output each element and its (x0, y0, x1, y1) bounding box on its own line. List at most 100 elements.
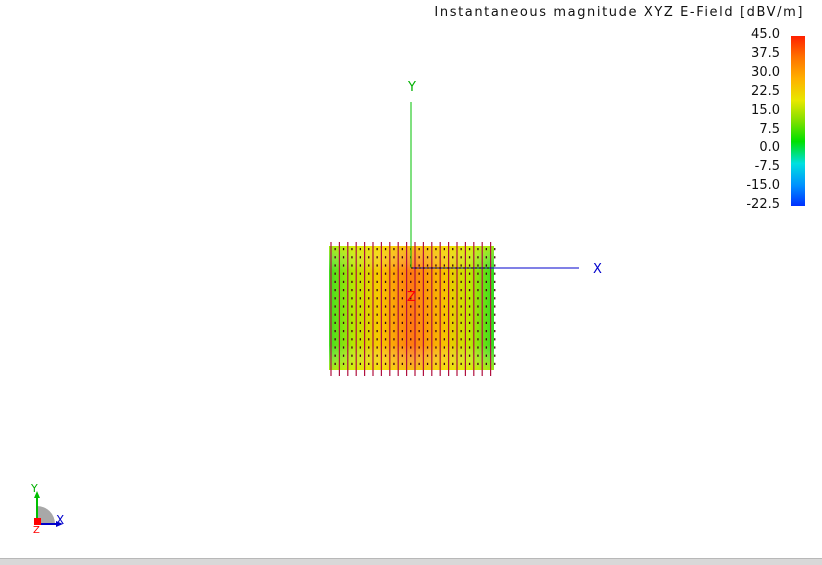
field-vector-dot (393, 313, 395, 316)
bottom-scrollbar[interactable] (0, 558, 822, 565)
field-vector-dot (384, 280, 387, 283)
field-vector-dot (410, 354, 412, 357)
field-vector-dot (384, 248, 387, 251)
field-vector-dot (426, 289, 429, 292)
orientation-triad[interactable]: Y X Z (30, 482, 64, 536)
field-vector-dot (359, 272, 361, 275)
field-vector-dot (477, 338, 479, 341)
field-vector-dot (494, 338, 496, 341)
field-vector-dot (468, 256, 471, 259)
field-vector-dot (351, 305, 353, 308)
field-vector-dot (351, 264, 353, 267)
field-vector-dot (477, 289, 479, 292)
field-vector-dot (334, 354, 336, 357)
legend-tick: -15.0 (746, 178, 780, 194)
field-vector-dot (384, 256, 387, 259)
field-vector-dot (485, 248, 487, 251)
field-vector-dot (368, 321, 370, 324)
field-vector-dot (334, 248, 336, 251)
field-vector-dot (351, 346, 353, 349)
field-vector-dot (452, 280, 454, 283)
field-vector-dot (384, 297, 387, 300)
field-vector-dot (368, 280, 370, 283)
field-vector-dot (393, 272, 395, 275)
field-vector-dot (368, 330, 370, 333)
field-vector-dot (452, 305, 454, 308)
field-vector-dot (342, 289, 345, 292)
field-vector-dot (401, 338, 403, 341)
field-vector-dot (468, 354, 471, 357)
field-vector-dot (460, 248, 462, 251)
field-vector-dot (351, 297, 353, 300)
field-vector-dot (359, 354, 361, 357)
field-vector-dot (342, 297, 345, 300)
field-vector-dot (435, 289, 437, 292)
field-vector-dot (401, 330, 403, 333)
field-vector-dot (435, 330, 437, 333)
field-vector-dot (418, 362, 420, 365)
field-vector-dot (460, 362, 462, 365)
field-vector-dot (418, 297, 420, 300)
field-vector-dot (494, 297, 496, 300)
field-vector-dot (418, 305, 420, 308)
field-vector-dot (401, 362, 403, 365)
field-vector-dot (460, 354, 462, 357)
field-vector-dot (401, 289, 403, 292)
field-vector-dot (477, 280, 479, 283)
field-vector-dot (435, 256, 437, 259)
field-vector-dot (452, 272, 454, 275)
field-vector-dot (477, 256, 479, 259)
field-vector-dot (468, 264, 471, 267)
legend-tick: 15.0 (751, 102, 780, 118)
field-vector-dot (384, 264, 387, 267)
field-vector-dot (410, 313, 412, 316)
legend-tick: 7.5 (759, 121, 780, 137)
field-vector-dot (452, 354, 454, 357)
field-vector-dot (477, 305, 479, 308)
field-vector-dot (494, 346, 496, 349)
field-vector-dot (401, 297, 403, 300)
field-vector-dot (426, 297, 429, 300)
field-vector-dot (452, 321, 454, 324)
field-vector-dot (334, 338, 336, 341)
field-vector-dot (376, 248, 378, 251)
field-vector-dot (494, 313, 496, 316)
field-vector-dot (410, 272, 412, 275)
field-vector-dot (384, 362, 387, 365)
field-vector-dot (368, 272, 370, 275)
field-vector-dot (443, 313, 445, 316)
field-vector-dot (359, 321, 361, 324)
field-vector-dot (342, 362, 345, 365)
field-vector-dot (452, 248, 454, 251)
field-vector-dot (468, 321, 471, 324)
field-vector-dot (418, 289, 420, 292)
field-vector-dot (334, 321, 336, 324)
field-vector-dot (443, 330, 445, 333)
field-vector-dot (351, 321, 353, 324)
field-vector-dot (460, 321, 462, 324)
field-vector-dot (435, 280, 437, 283)
field-vector-dot (443, 321, 445, 324)
field-vector-dot (376, 362, 378, 365)
field-vector-dot (376, 321, 378, 324)
field-vector-dot (351, 272, 353, 275)
field-vector-dot (426, 264, 429, 267)
field-vector-dot (342, 248, 345, 251)
field-vector-dot (393, 280, 395, 283)
field-vector-dot (452, 362, 454, 365)
field-vector-dot (368, 313, 370, 316)
field-vector-dot (342, 305, 345, 308)
field-vector-dot (342, 280, 345, 283)
field-vector-dot (351, 248, 353, 251)
field-vector-dot (384, 330, 387, 333)
field-vector-dot (485, 297, 487, 300)
field-vector-dot (426, 362, 429, 365)
field-vector-dot (477, 362, 479, 365)
field-vector-dot (485, 264, 487, 267)
colorbar (791, 36, 805, 206)
field-vector-dot (426, 280, 429, 283)
field-vector-dot (351, 313, 353, 316)
field-vector-dot (435, 338, 437, 341)
